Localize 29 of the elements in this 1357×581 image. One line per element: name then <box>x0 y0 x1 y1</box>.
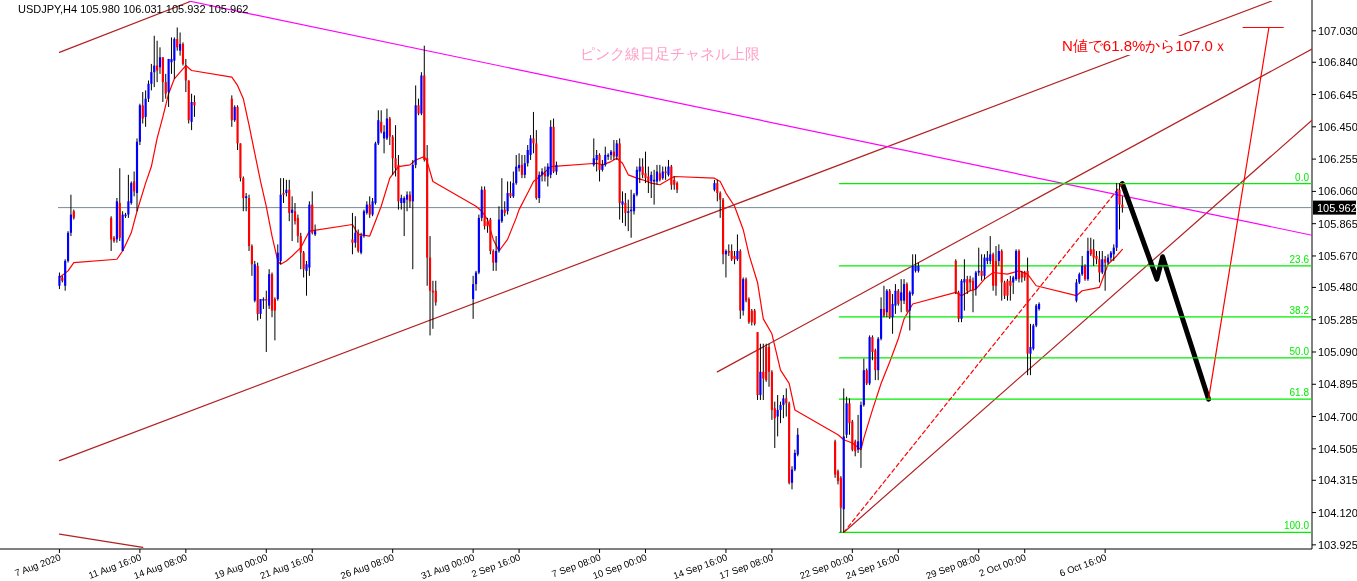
y-tick-label: 106.255 <box>1318 153 1357 166</box>
annotation: N値で61.8%から107.0ｘ <box>1062 37 1228 54</box>
y-tick-label: 103.925 <box>1318 538 1357 551</box>
x-tick-label: 7 Aug 2020 <box>13 551 63 579</box>
series-label: 0.0 <box>1295 171 1310 183</box>
y-tick-label: 105.480 <box>1318 281 1357 294</box>
y-tick-label: 104.700 <box>1318 410 1357 423</box>
y-tick-label: 104.895 <box>1318 378 1357 391</box>
x-tick-label: 26 Aug 08:00 <box>338 551 396 581</box>
y-tick-label: 106.060 <box>1318 185 1357 198</box>
x-tick-label: 6 Oct 16:00 <box>1057 551 1108 579</box>
ref-line-label: 105.962 <box>1317 201 1357 214</box>
series-label: 50.0 <box>1289 345 1310 357</box>
y-tick-label: 105.670 <box>1318 249 1357 262</box>
series-label: 61.8 <box>1289 387 1310 399</box>
series-label: 23.6 <box>1289 253 1310 265</box>
y-tick-label: 104.315 <box>1318 474 1357 487</box>
y-tick-label: 106.450 <box>1318 120 1357 133</box>
y-tick-label: 104.120 <box>1318 506 1357 519</box>
series-label: 100.0 <box>1283 520 1310 532</box>
y-tick-label: 105.865 <box>1318 217 1357 230</box>
y-tick-label: 105.090 <box>1318 345 1357 358</box>
series-label: 38.2 <box>1289 304 1310 316</box>
y-tick-label: 106.645 <box>1318 88 1357 101</box>
y-tick-label: 105.285 <box>1318 313 1357 326</box>
y-tick-label: 107.030 <box>1318 24 1357 37</box>
annotation: ピンク線日足チャネル上限 <box>580 45 760 62</box>
y-tick-label: 106.840 <box>1318 56 1357 69</box>
y-tick-label: 104.505 <box>1318 442 1357 455</box>
